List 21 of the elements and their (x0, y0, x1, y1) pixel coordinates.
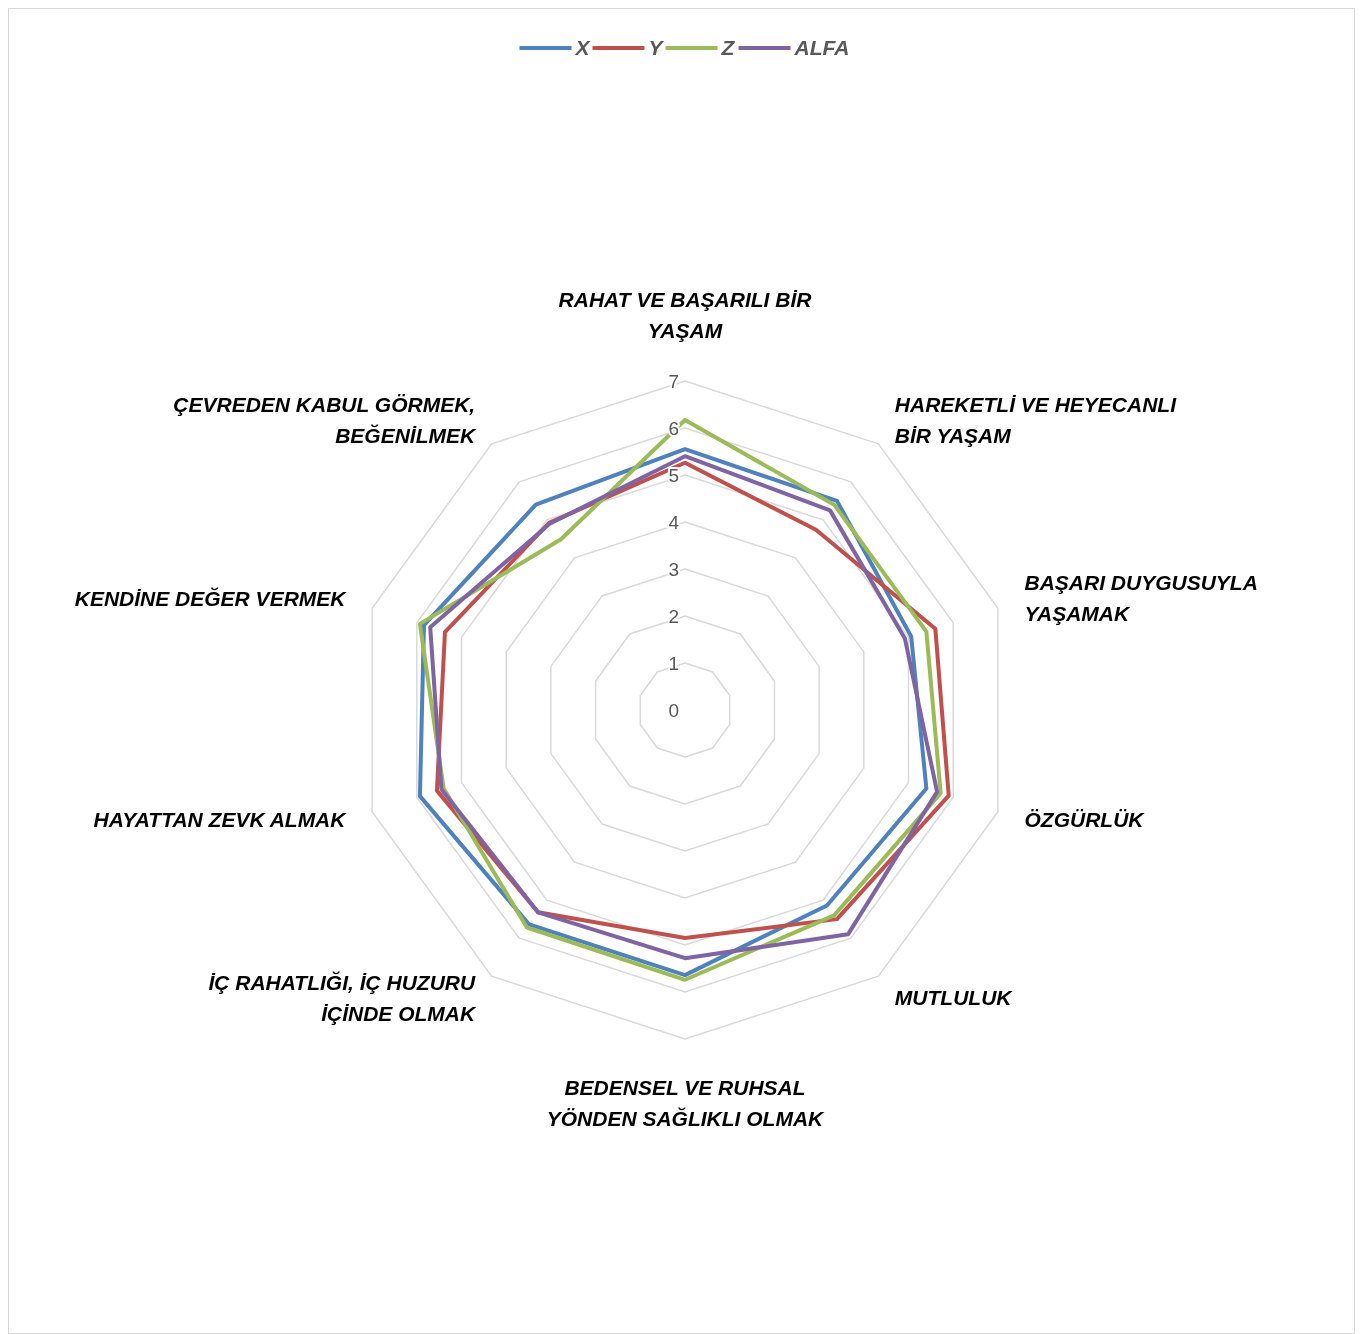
spoke-label: HAYATTAN ZEVK ALMAK (93, 807, 348, 831)
y-tick-label: 1 (668, 652, 679, 674)
legend-label: Y (648, 36, 665, 60)
legend-label: X (574, 36, 592, 60)
spoke-label: BAŞARI DUYGUSUYLA YAŞAMAK (1024, 571, 1258, 626)
y-tick-label: 5 (668, 464, 679, 486)
y-tick-label: 7 (668, 370, 679, 392)
legend-label: Z (720, 36, 736, 60)
spoke-label: BEDENSEL VE RUHSAL YÖNDEN SAĞLIKLI OLMAK (546, 1075, 826, 1130)
spoke-label: HAREKETLİ VE HEYECANLI BİR YAŞAM (894, 392, 1178, 447)
y-tick-label: 2 (668, 605, 679, 627)
y-tick-label: 3 (668, 558, 679, 580)
legend-label: ALFA (793, 36, 850, 60)
y-tick-label: 0 (668, 699, 679, 721)
spoke-label: RAHAT VE BAŞARILI BİR YAŞAM (558, 287, 813, 342)
spoke-label: ÇEVREDEN KABUL GÖRMEK, BEĞENİLMEK (173, 392, 477, 447)
spoke-label: KENDİNE DEĞER VERMEK (74, 586, 348, 610)
spoke-label: İÇ RAHATLIĞI, İÇ HUZURU İÇİNDE OLMAK (208, 970, 477, 1025)
y-tick-label: 4 (668, 511, 680, 533)
spoke-label: ÖZGÜRLÜK (1024, 807, 1146, 831)
spoke-label: MUTLULUK (894, 986, 1014, 1010)
